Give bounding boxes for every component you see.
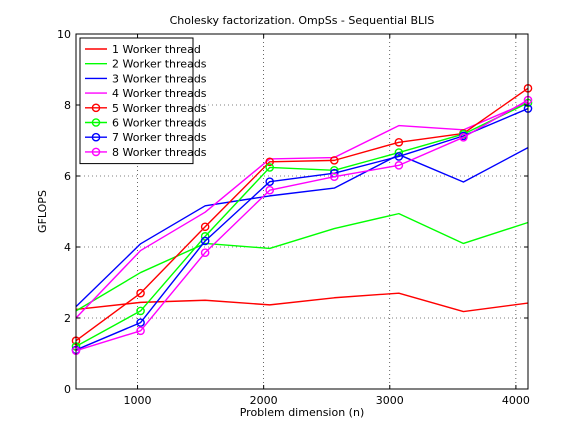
data-point bbox=[136, 326, 145, 336]
legend-marker bbox=[91, 118, 101, 127]
data-point bbox=[394, 137, 404, 147]
series-line bbox=[75, 292, 529, 313]
grid bbox=[76, 34, 528, 389]
legend-item: 3 Worker threads bbox=[85, 72, 207, 85]
data-point bbox=[200, 248, 210, 257]
x-tick-label: 1000 bbox=[124, 394, 152, 407]
data-point bbox=[394, 161, 404, 170]
x-tick-label: 2000 bbox=[250, 394, 278, 407]
series-8 bbox=[71, 95, 533, 355]
plot-frame bbox=[75, 33, 529, 390]
data-point bbox=[265, 157, 275, 167]
legend-label: 5 Worker threads bbox=[112, 102, 207, 115]
x-tick-label: 4000 bbox=[502, 394, 530, 407]
legend-label: 1 Worker thread bbox=[112, 43, 201, 56]
y-tick-label: 2 bbox=[64, 312, 71, 325]
data-point bbox=[136, 318, 145, 327]
data-point bbox=[265, 185, 275, 195]
legend-marker bbox=[91, 103, 101, 113]
legend-label: 8 Worker threads bbox=[112, 146, 207, 159]
series-1 bbox=[75, 292, 529, 313]
legend-item: 4 Worker threads bbox=[85, 87, 207, 100]
data-point bbox=[200, 236, 210, 246]
y-axis-label: GFLOPS bbox=[36, 190, 49, 233]
data-point bbox=[459, 133, 468, 142]
series-2 bbox=[75, 212, 529, 312]
data-point bbox=[136, 306, 145, 316]
data-point bbox=[136, 288, 145, 298]
x-axis-label: Problem dimension (n) bbox=[240, 406, 365, 419]
x-tick-label: 3000 bbox=[376, 394, 404, 407]
y-tick-label: 10 bbox=[57, 28, 71, 41]
series-line bbox=[75, 107, 529, 351]
data-point bbox=[394, 152, 404, 161]
series-line bbox=[75, 146, 529, 308]
data-point bbox=[265, 163, 275, 172]
series-line bbox=[75, 87, 529, 342]
legend-marker bbox=[91, 132, 101, 142]
series-line bbox=[75, 102, 529, 348]
legend-label: 7 Worker threads bbox=[112, 131, 207, 144]
legend-item: 5 Worker threads bbox=[85, 102, 207, 115]
legend-label: 3 Worker threads bbox=[112, 72, 207, 85]
series-4 bbox=[75, 101, 529, 319]
plot-series bbox=[71, 84, 533, 355]
data-point bbox=[329, 156, 339, 165]
legend-label: 4 Worker threads bbox=[112, 87, 207, 100]
series-line bbox=[75, 99, 529, 352]
chart-title: Cholesky factorization. OmpSs - Sequenti… bbox=[170, 14, 435, 27]
y-tick-label: 6 bbox=[64, 170, 71, 183]
legend-marker bbox=[91, 147, 101, 157]
legend-item: 6 Worker threads bbox=[85, 117, 207, 130]
data-point bbox=[329, 166, 339, 175]
data-point bbox=[200, 222, 210, 232]
series-line bbox=[75, 101, 529, 319]
data-point bbox=[329, 172, 339, 182]
y-tick-label: 0 bbox=[64, 383, 71, 396]
y-tick-label: 8 bbox=[64, 99, 71, 112]
legend-label: 2 Worker threads bbox=[112, 58, 207, 71]
data-point bbox=[200, 232, 210, 241]
series-3 bbox=[75, 146, 529, 308]
legend-box bbox=[79, 37, 194, 165]
series-line bbox=[75, 212, 529, 312]
data-point bbox=[265, 177, 275, 186]
y-tick-label: 4 bbox=[64, 241, 71, 254]
legend-item: 8 Worker threads bbox=[85, 146, 207, 159]
legend-item: 7 Worker threads bbox=[85, 131, 207, 144]
axis-ticks: 1000 2000 3000 4000 0 2 4 6 8 10 bbox=[57, 28, 530, 407]
legend-item: 2 Worker threads bbox=[85, 58, 207, 71]
legend-label: 6 Worker threads bbox=[112, 117, 207, 130]
legend-item: 1 Worker thread bbox=[85, 43, 201, 56]
